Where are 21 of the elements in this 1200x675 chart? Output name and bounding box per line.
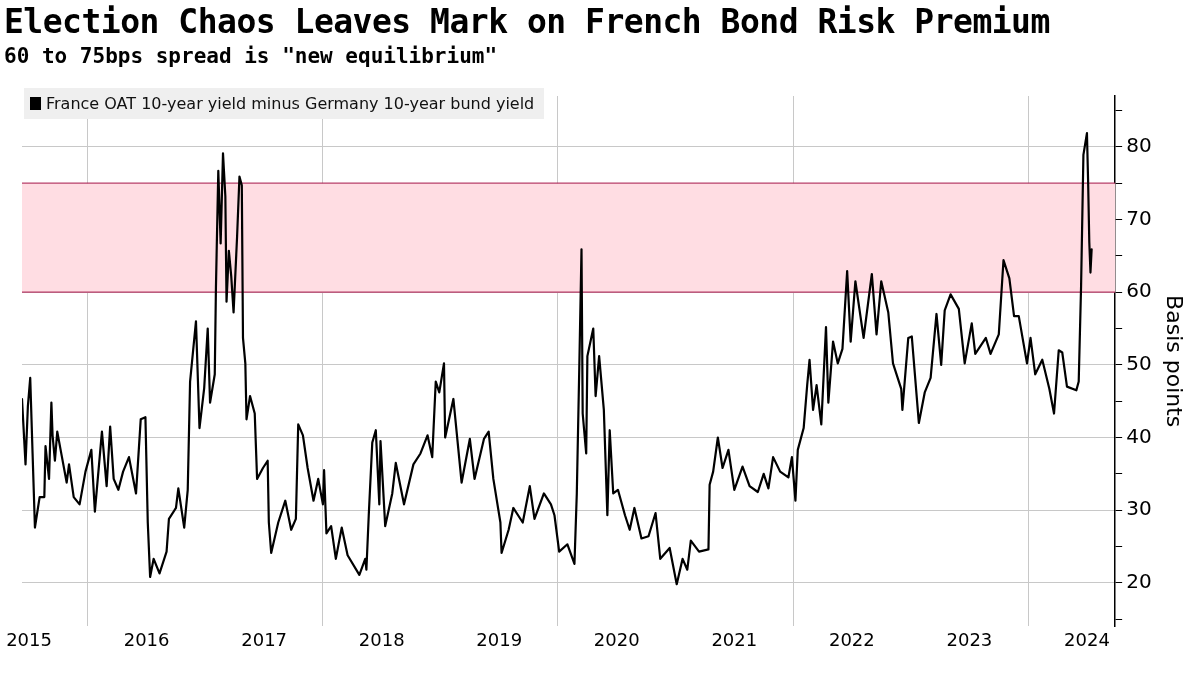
x-tick-label: 2018 (358, 628, 405, 650)
x-tick-label: 2019 (476, 628, 523, 650)
y-tick-label: 60 (1126, 278, 1152, 303)
y-axis-title: Basis points (1162, 295, 1188, 428)
chart-subtitle: 60 to 75bps spread is "new equilibrium" (4, 44, 498, 68)
x-tick-label: 2023 (946, 628, 993, 650)
x-tick-label: 2021 (711, 628, 758, 650)
y-tick-label: 80 (1126, 133, 1152, 158)
chart-title: Election Chaos Leaves Mark on French Bond Risk Premium (4, 2, 1050, 41)
y-tick-label: 40 (1126, 423, 1152, 448)
y-tick-label: 20 (1126, 569, 1152, 594)
y-tick-label: 50 (1126, 351, 1152, 376)
x-tick-label: 2015 (6, 628, 52, 650)
x-tick-label: 2016 (123, 628, 170, 650)
x-tick-label: 2022 (828, 628, 875, 650)
x-tick-label: 2020 (593, 628, 640, 650)
y-tick-label: 30 (1126, 496, 1152, 521)
x-tick-label: 2024 (1064, 628, 1110, 650)
legend-label: France OAT 10-year yield minus Germany 10-year bund yield (46, 94, 535, 113)
x-tick-label: 2017 (241, 628, 288, 650)
y-tick-label: 70 (1126, 205, 1152, 230)
